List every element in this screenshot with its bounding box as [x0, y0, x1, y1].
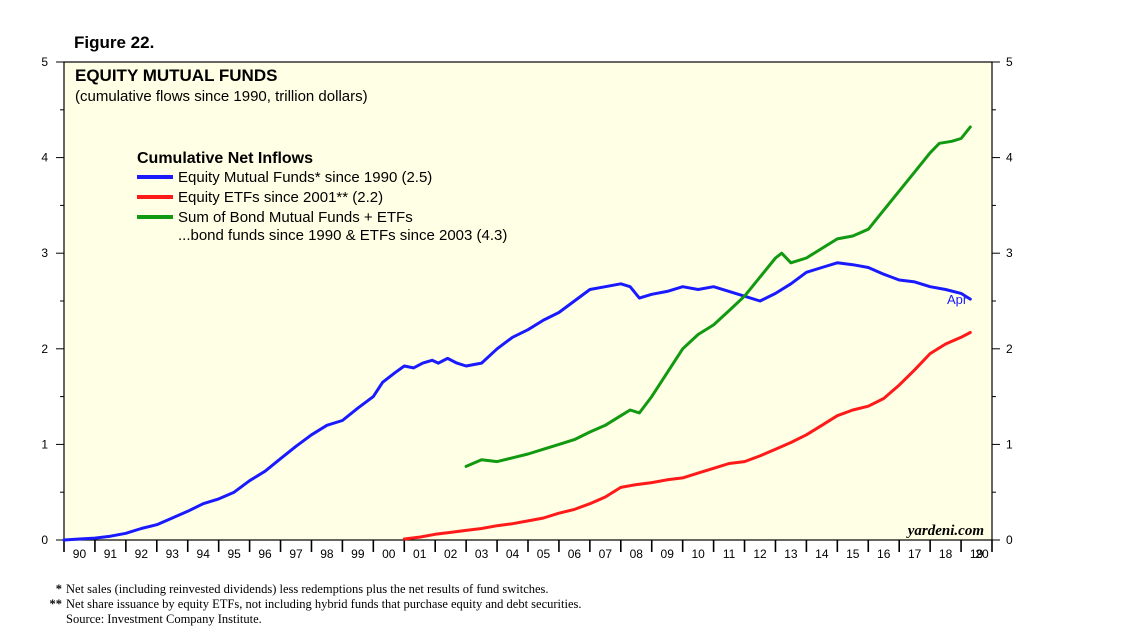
x-tick-label: 19	[970, 547, 984, 561]
y-tick-label-left: 0	[41, 533, 48, 547]
x-tick-label: 12	[753, 547, 767, 561]
source-note: Source: Investment Company Institute.	[66, 612, 262, 626]
x-tick-label: 93	[166, 547, 180, 561]
series-end-label-apr: Apr	[947, 292, 968, 307]
y-tick-label-right: 0	[1006, 533, 1013, 547]
x-tick-label: 00	[382, 547, 396, 561]
watermark: yardeni.com	[906, 523, 984, 539]
x-tick-label: 09	[661, 547, 675, 561]
y-tick-label-right: 1	[1006, 437, 1013, 451]
series-bond-funds-etfs	[464, 125, 972, 468]
x-tick-label: 02	[444, 547, 458, 561]
x-tick-label: 16	[877, 547, 891, 561]
x-tick-label: 17	[908, 547, 922, 561]
x-tick-label: 98	[320, 547, 334, 561]
legend-item-equity-etf: Equity ETFs since 2001** (2.2)	[178, 189, 383, 206]
footnote-2: ** Net share issuance by equity ETFs, not…	[36, 597, 582, 612]
y-tick-label-right: 4	[1006, 151, 1013, 165]
x-tick-label: 06	[568, 547, 582, 561]
x-tick-label: 99	[351, 547, 365, 561]
x-tick-label: 91	[104, 547, 118, 561]
x-tick-label: 14	[815, 547, 829, 561]
x-tick-label: 10	[691, 547, 705, 561]
x-tick-label: 05	[537, 547, 551, 561]
x-tick-label: 11	[723, 547, 736, 561]
x-tick-label: 92	[135, 547, 149, 561]
legend-item-bond: Sum of Bond Mutual Funds + ETFs	[178, 209, 413, 226]
series-equity-etfs	[402, 331, 972, 541]
x-tick-label: 01	[413, 547, 427, 561]
y-tick-label-left: 5	[41, 55, 48, 69]
footnote-1-text: Net sales (including reinvested dividend…	[66, 582, 549, 596]
x-tick-label: 04	[506, 547, 520, 561]
x-tick-label: 94	[197, 547, 211, 561]
legend-item-bond-detail: ...bond funds since 1990 & ETFs since 20…	[178, 227, 507, 244]
x-tick-label: 03	[475, 547, 489, 561]
footnote-1: * Net sales (including reinvested dividen…	[36, 582, 582, 597]
x-tick-label: 96	[258, 547, 272, 561]
footnote-1-mark: *	[55, 582, 62, 596]
axes: 0 01 12 23 34 45 590 91 92 93 94 95 96 97 98 99 00 01 02 03…	[41, 55, 1013, 561]
y-tick-label-left: 1	[41, 437, 48, 451]
legend-item-equity-mf: Equity Mutual Funds* since 1990 (2.5)	[178, 169, 432, 186]
chart-subtitle: (cumulative flows since 1990, trillion d…	[75, 88, 368, 105]
chart: Figure 22. 0 01 12 23 34 45 590 91 92 93 94 95 96 97 9…	[41, 33, 1013, 561]
x-tick-label: 20	[975, 547, 989, 561]
x-tick-label: 13	[784, 547, 798, 561]
legend: Cumulative Net Inflows Equity Mutual Fun…	[137, 150, 507, 244]
x-tick-label: 07	[599, 547, 613, 561]
legend-title: Cumulative Net Inflows	[137, 150, 313, 167]
y-tick-label-left: 3	[41, 246, 48, 260]
plot-area	[63, 61, 993, 541]
y-tick-label-right: 2	[1006, 342, 1013, 356]
x-tick-label: 95	[227, 547, 241, 561]
footnotes: * Net sales (including reinvested dividen…	[36, 582, 582, 627]
y-tick-label-left: 4	[41, 151, 48, 165]
figure-label: Figure 22.	[74, 33, 154, 52]
chart-title: EQUITY MUTUAL FUNDS	[75, 66, 277, 85]
series-lines	[62, 125, 972, 542]
x-tick-label: 90	[73, 547, 87, 561]
y-tick-label-right: 3	[1006, 246, 1013, 260]
x-tick-label: 97	[289, 547, 303, 561]
y-tick-label-left: 2	[41, 342, 48, 356]
x-tick-label: 15	[846, 547, 860, 561]
x-tick-label: 08	[630, 547, 644, 561]
series-equity-mutual-funds	[62, 261, 972, 542]
footnote-2-mark: **	[49, 597, 63, 611]
x-tick-label: 18	[939, 547, 953, 561]
footnote-2-text: Net share issuance by equity ETFs, not i…	[66, 597, 582, 611]
y-tick-label-right: 5	[1006, 55, 1013, 69]
